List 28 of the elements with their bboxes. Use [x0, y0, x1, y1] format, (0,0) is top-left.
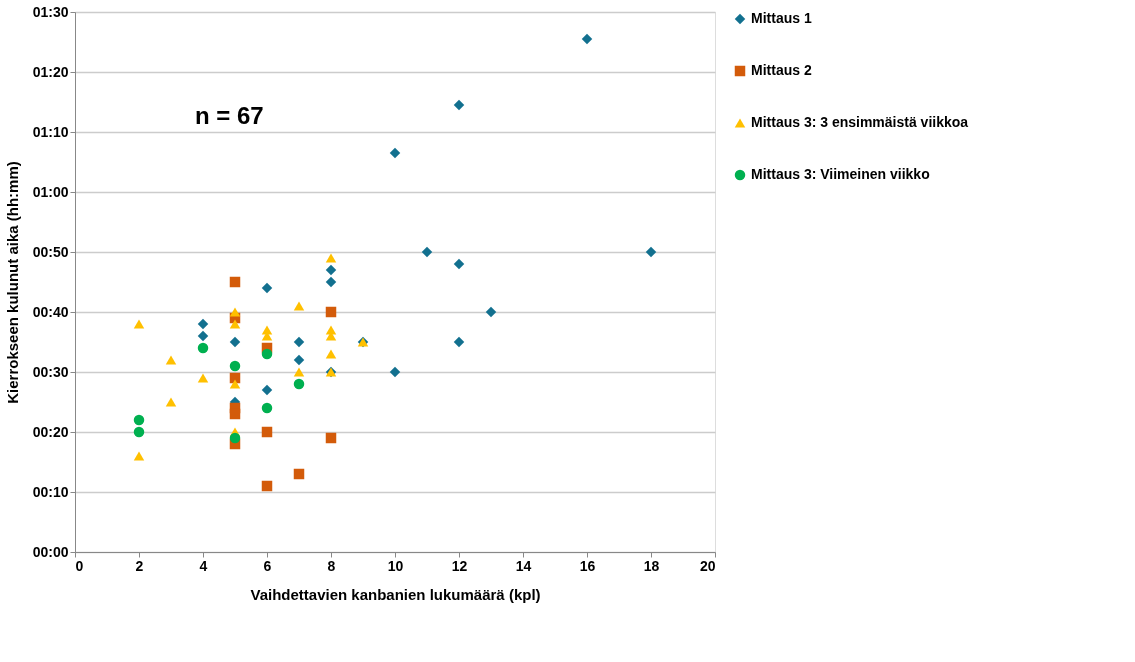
x-tick-label: 14: [515, 557, 532, 574]
y-axis-title: Kierrokseen kulunut aika (hh:mm): [3, 161, 21, 404]
x-tick-label: 0: [75, 557, 84, 574]
y-tick-label: 00:10: [32, 483, 69, 500]
legend-label: Mittaus 2: [751, 62, 812, 78]
y-tick-label: 01:00: [32, 183, 69, 200]
legend-label: Mittaus 3: Viimeinen viikko: [751, 166, 930, 182]
x-tick-label: 10: [387, 557, 404, 574]
y-tick-label: 00:00: [32, 543, 69, 560]
annotation: n = 67: [195, 102, 264, 129]
y-tick-label: 00:50: [32, 243, 69, 260]
y-tick-label: 01:20: [32, 63, 69, 80]
x-tick-label: 16: [579, 557, 596, 574]
x-tick-label: 8: [327, 557, 336, 574]
x-tick-label: 6: [263, 557, 272, 574]
y-tick-label: 00:30: [32, 363, 69, 380]
y-tick-label: 00:40: [32, 303, 69, 320]
y-tick-label: 01:10: [32, 123, 69, 140]
x-tick-label: 20: [699, 557, 716, 574]
x-tick-label: 2: [135, 557, 144, 574]
y-tick-label: 01:30: [32, 3, 69, 20]
x-axis-title: Vaihdettavien kanbanien lukumäärä (kpl): [250, 585, 541, 603]
legend-label: Mittaus 1: [751, 10, 812, 26]
x-tick-label: 18: [643, 557, 660, 574]
legend-label: Mittaus 3: 3 ensimmäistä viikkoa: [751, 114, 969, 130]
x-tick-label: 4: [199, 557, 208, 574]
x-tick-label: 12: [451, 557, 468, 574]
y-tick-label: 00:20: [32, 423, 69, 440]
